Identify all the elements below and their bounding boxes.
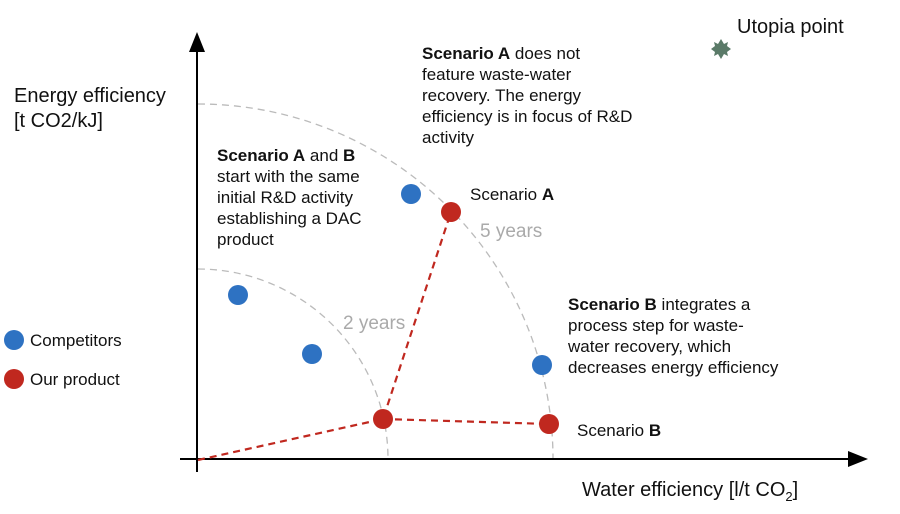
path-scenario-b (382, 417, 550, 426)
competitor-dot (302, 344, 322, 364)
annotation-line: initial R&D activity (217, 188, 354, 207)
competitor-dot (228, 285, 248, 305)
legend-competitors: Competitors (30, 331, 122, 350)
annotation-line: establishing a DAC (217, 209, 362, 228)
path-scenario-a (197, 211, 453, 462)
annotation-line: water recovery, which (568, 337, 732, 356)
legend-our-product: Our product (30, 370, 120, 389)
y-axis-label-line: [t CO2/kJ] (14, 110, 103, 132)
y-axis-label: Energy efficiency [t CO2/kJ] (14, 84, 166, 134)
utopia-label: Utopia point (737, 16, 844, 38)
annotation-text: and (305, 146, 343, 165)
annotation-line: activity (422, 128, 474, 147)
annotation-bold: B (343, 146, 356, 165)
annotation-line: decreases energy efficiency (568, 358, 779, 377)
annotation-common: Scenario A and B start with the same ini… (217, 145, 362, 250)
point-label-scenario-a: Scenario A (470, 184, 554, 205)
annotation-scenario-a: Scenario A does not feature waste-water … (422, 43, 632, 148)
legend-competitor-dot (4, 330, 24, 350)
point-label-text: Scenario (577, 421, 649, 440)
point-label-bold: A (541, 185, 555, 204)
annotation-line: product (217, 230, 274, 249)
annotation-scenario-b: Scenario B integrates a process step for… (568, 294, 778, 378)
point-label-text: Scenario (470, 185, 542, 204)
arc-label-5-years: 5 years (480, 221, 543, 242)
competitor-dot (401, 184, 421, 204)
x-axis-label-text: Water efficiency [l/t CO (582, 479, 786, 501)
legend-product-dot (4, 369, 24, 389)
annotation-line: start with the same (217, 167, 360, 186)
annotation-line: feature waste-water (422, 65, 572, 84)
utopia-star-icon (711, 39, 731, 59)
arc-2-years (197, 268, 389, 460)
annotation-text: integrates a (656, 295, 751, 314)
annotation-line: efficiency is in focus of R&D (422, 107, 633, 126)
annotation-bold: Scenario B (568, 295, 657, 314)
y-axis-label-line: Energy efficiency (14, 85, 166, 107)
x-axis-label: Water efficiency [l/t CO2] (582, 478, 798, 509)
x-axis-label-sub: 2 (785, 489, 793, 504)
product-dot-initial (373, 409, 393, 429)
point-label-scenario-b: Scenario B (577, 420, 661, 441)
x-axis-label-end: ] (792, 479, 799, 501)
annotation-bold: Scenario A (422, 44, 511, 63)
annotation-line: process step for waste- (568, 316, 744, 335)
product-dot-scenario-b (539, 414, 559, 434)
annotation-text: does not (510, 44, 581, 63)
competitor-dot (532, 355, 552, 375)
product-dot-scenario-a (441, 202, 461, 222)
point-label-bold: B (648, 421, 662, 440)
arc-label-2-years: 2 years (343, 313, 406, 334)
annotation-bold: Scenario A (217, 146, 306, 165)
annotation-line: recovery. The energy (422, 86, 582, 105)
